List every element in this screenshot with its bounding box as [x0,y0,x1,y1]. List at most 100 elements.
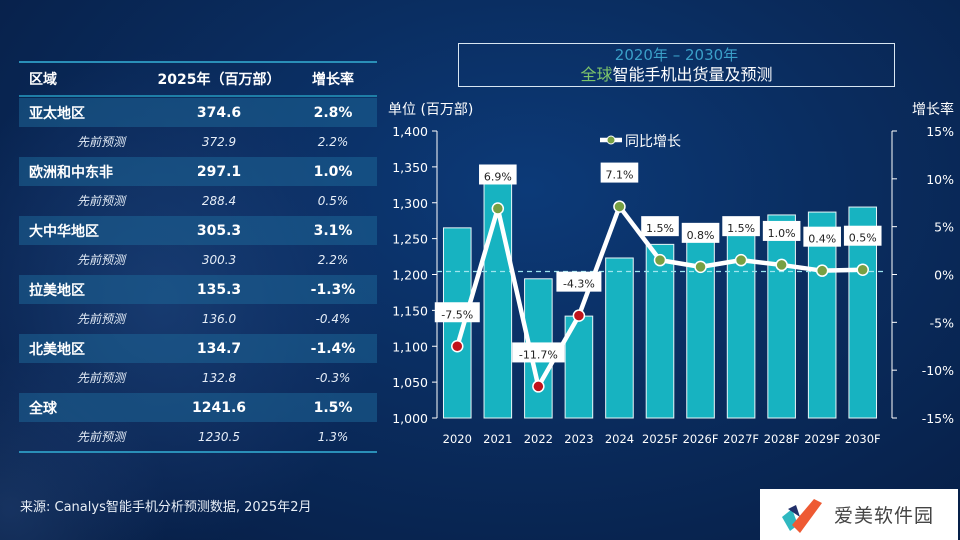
growth-data-label: 0.4% [808,233,836,246]
table-row-previous-forecast: 先前预测 1230.5 1.3% [19,422,377,451]
value-cell: 374.6 [196,104,242,121]
right-axis-tick-label: 15% [926,124,954,139]
bar-2024 [605,257,634,419]
chart-title-box: 2020年 – 2030年 全球智能手机出货量及预测 [458,43,895,87]
table-row: 欧洲和中东非 297.1 1.0% [19,157,377,186]
growth-label-box [641,216,679,237]
value-cell: 305.3 [196,222,242,239]
table-row-previous-forecast: 先前预测 300.3 2.2% [19,245,377,274]
prev-value-cell: 288.4 [201,193,237,208]
region-cell: 全球 [29,400,57,417]
value-cell: 297.1 [196,163,242,180]
left-axis-tick-label: 1,000 [392,411,428,426]
chart-title-years: 2020年 – 2030年 [614,46,739,64]
x-tick-label: 2030F [845,432,881,446]
left-axis-tick-label: 1,050 [392,375,428,390]
growth-marker-2029F [815,264,829,277]
left-axis-tick-label: 1,350 [392,160,428,175]
right-axis-tick-label: -15% [922,411,954,426]
growth-cell: 2.8% [313,104,353,121]
prev-label-cell: 先前预测 [77,253,126,267]
left-axis-tick-label: 1,300 [392,196,428,211]
x-tick-label: 2022 [524,432,553,446]
value-cell: 1241.6 [191,399,247,416]
region-cell: 北美地区 [29,341,85,358]
growth-label-box [434,302,480,323]
prev-growth-cell: 2.2% [317,134,349,149]
table-row: 北美地区 134.7 -1.4% [19,334,377,363]
right-axis-tick-label: 10% [926,172,954,187]
growth-data-label: 0.8% [687,229,715,242]
left-axis-tick-label: 1,150 [392,303,428,318]
growth-marker-2030F [856,263,869,276]
prev-value-cell: 300.3 [201,252,237,267]
right-axis-tick-label: -10% [922,363,954,378]
growth-data-label: 0.5% [849,232,877,245]
growth-marker-2020 [451,340,464,353]
header-growth: 增长率 [312,72,354,88]
prev-growth-cell: 1.3% [317,429,349,444]
growth-label-box [722,216,760,237]
region-cell: 欧洲和中东非 [29,164,113,181]
bar-2028F [767,214,796,419]
bar-2020 [442,227,472,419]
growth-label-box [512,342,565,363]
x-tick-label: 2029F [804,432,840,446]
right-axis-tick-label: 0% [934,268,954,283]
header-shipments: 2025年（百万部） [157,72,281,88]
right-axis-tick-label: -5% [930,315,954,330]
x-tick-label: 2020 [443,432,472,446]
region-table: 区域 2025年（百万部） 增长率 亚太地区 374.6 2.8% 先前预测 372.9… [19,61,377,453]
growth-data-label: 1.5% [727,222,755,235]
growth-marker-2027F [734,253,748,267]
growth-marker-2024 [613,200,626,213]
bar-2025F [645,243,675,419]
growth-label-box [843,225,882,246]
value-cell: 134.7 [196,340,242,357]
chart-title-main: 全球智能手机出货量及预测 [459,65,894,85]
prev-growth-cell: 2.2% [317,252,349,267]
chart-title-highlight: 全球 [580,65,613,84]
x-tick-label: 2021 [483,432,512,446]
growth-marker-2022 [532,380,545,393]
growth-marker-2023 [572,309,586,322]
growth-label-box [600,162,639,183]
prev-growth-cell: 0.5% [317,193,349,208]
prev-label-cell: 先前预测 [77,371,126,385]
table-row-previous-forecast: 先前预测 132.8 -0.3% [19,363,377,392]
chart-title-rest: 智能手机出货量及预测 [612,65,773,84]
logo-text: 爱美软件园 [834,505,935,527]
left-axis-tick-label: 1,250 [392,232,428,247]
prev-value-cell: 132.8 [201,370,237,385]
region-cell: 亚太地区 [29,105,85,122]
x-tick-label: 2026F [683,432,719,446]
growth-data-label: -11.7% [519,348,558,361]
right-axis-title: 增长率 [912,101,954,118]
region-cell: 大中华地区 [29,223,99,240]
growth-label-box [556,271,602,292]
growth-label-box [479,164,517,185]
growth-data-label: 1.5% [646,222,674,235]
prev-label-cell: 先前预测 [77,194,126,208]
growth-data-label: -4.3% [563,278,595,291]
x-tick-label: 2023 [564,432,593,446]
prev-value-cell: 136.0 [201,311,237,326]
prev-label-cell: 先前预测 [77,430,126,444]
table-row-previous-forecast: 先前预测 372.9 2.2% [19,127,377,156]
growth-cell: 1.0% [313,163,353,180]
prev-growth-cell: -0.3% [315,370,351,385]
x-tick-label: 2024 [605,432,634,446]
table-row: 亚太地区 374.6 2.8% [19,98,377,127]
watermark-logo: 爱美软件园 [760,489,958,540]
prev-growth-cell: -0.4% [315,311,351,326]
table-row: 全球 1241.6 1.5% [19,393,377,422]
growth-marker-2025F [653,253,667,267]
growth-data-label: -7.5% [441,308,473,321]
growth-data-label: 7.1% [605,169,633,182]
region-cell: 拉美地区 [29,282,85,299]
growth-label-box [803,226,841,247]
value-cell: 135.3 [196,281,242,298]
growth-label-box [681,222,720,243]
legend-label: 同比增长 [625,134,681,150]
right-axis-tick-label: 5% [934,220,954,235]
